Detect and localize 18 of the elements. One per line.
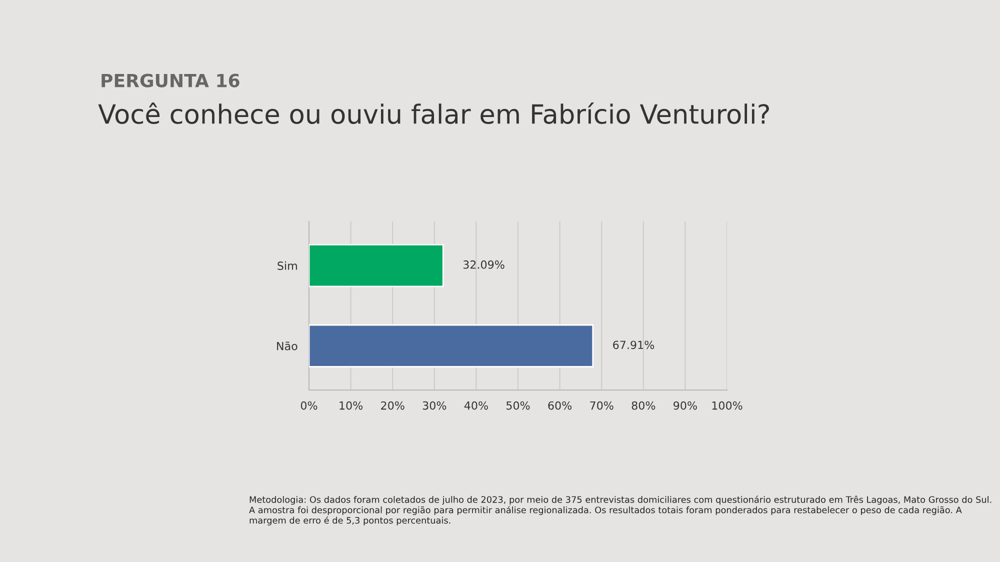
chart-subtitle: PERGUNTA 16 <box>102 74 240 88</box>
x-tick-label: 80% <box>632 401 656 410</box>
y-tick-label: Sim <box>278 261 297 270</box>
data-label: 67.91% <box>613 340 654 350</box>
x-tick-label: 20% <box>381 401 404 410</box>
x-tick-label: 30% <box>422 401 446 410</box>
x-tick-label: 0% <box>300 401 318 410</box>
text: Metodologia: Os dados foram coletados de julho de 2023, por meio de 375 entrevistas domiciliares com questionário estruturado em Três Lagoas, Mato Grosso do Sul. A amostra foi desproporcional por região para permitir análise regionalizada. Os resultados totais foram ponderados para restabelecer o peso de cada região. A margem de erro é de 5,3 pontos percentuais. <box>249 496 992 526</box>
y-tick-label: Não <box>277 341 298 350</box>
x-tick-label: 10% <box>340 401 363 410</box>
x-tick-label: 50% <box>506 401 530 410</box>
x-tick-label: 40% <box>464 401 488 410</box>
data-label: 32.09% <box>463 260 504 269</box>
x-tick-label: 90% <box>674 401 697 410</box>
x-tick-label: 70% <box>590 401 614 410</box>
chart-title: Você conhece ou ouviu falar em Fabrício Venturoli? <box>98 102 769 124</box>
x-tick-label: 100% <box>712 401 742 410</box>
x-tick-label: 60% <box>548 401 572 410</box>
